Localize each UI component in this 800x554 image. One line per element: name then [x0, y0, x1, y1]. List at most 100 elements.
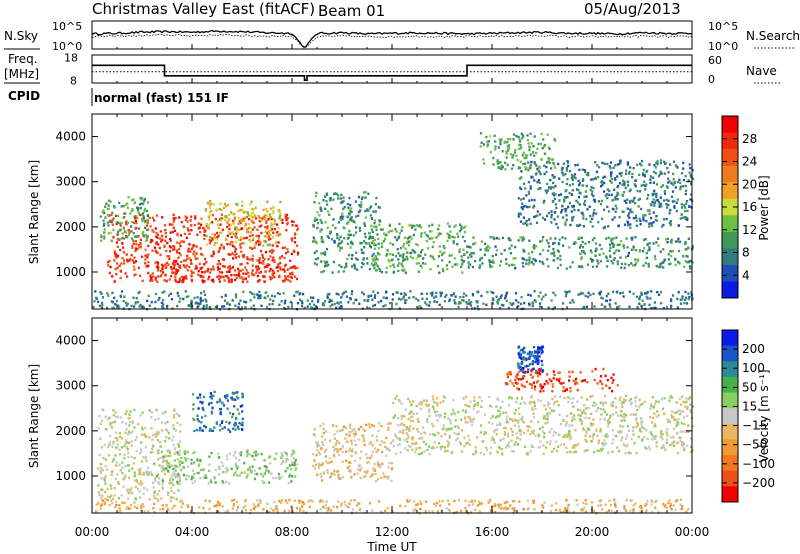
scatter-cell [417, 452, 421, 456]
scatter-cell [672, 440, 676, 443]
scatter-cell [327, 236, 331, 239]
scatter-cell [619, 292, 622, 295]
scatter-cell [171, 464, 174, 468]
scatter-cell [324, 207, 327, 210]
scatter-cell [202, 468, 206, 471]
scatter-cell [293, 241, 297, 244]
scatter-cell [302, 293, 305, 296]
scatter-cell [218, 277, 221, 281]
scatter-cell [629, 226, 632, 229]
scatter-cell [486, 290, 489, 294]
scatter-cell [687, 237, 690, 240]
scatter-cell [357, 210, 360, 213]
scatter-cell [635, 421, 639, 424]
scatter-cell [562, 162, 565, 165]
scatter-cell [556, 400, 559, 403]
scatter-cell [620, 171, 623, 175]
scatter-cell [690, 193, 693, 196]
scatter-cell [326, 295, 329, 298]
scatter-cell [446, 239, 449, 243]
scatter-cell [649, 407, 652, 411]
scatter-cell [425, 303, 428, 306]
scatter-cell [518, 412, 521, 416]
scatter-cell [177, 445, 180, 448]
scatter-cell [236, 395, 239, 399]
scatter-cell [154, 278, 157, 281]
scatter-cell [635, 295, 639, 298]
scatter-cell [460, 225, 463, 228]
scatter-cell [272, 211, 275, 215]
scatter-cell [497, 237, 501, 241]
scatter-cell [268, 303, 271, 306]
scatter-cell [549, 187, 552, 190]
scatter-cell [505, 152, 508, 155]
scatter-cell [403, 438, 406, 442]
scatter-cell [355, 215, 358, 218]
scatter-cell [253, 469, 257, 472]
scatter-cell [662, 218, 666, 221]
scatter-cell [157, 243, 160, 246]
scatter-cell [420, 235, 423, 238]
scatter-cell [545, 214, 548, 218]
scatter-cell [119, 276, 122, 280]
scatter-cell [583, 252, 586, 255]
scatter-cell [245, 269, 248, 272]
scatter-cell [407, 436, 410, 439]
scatter-cell [483, 413, 487, 416]
scatter-cell [515, 400, 518, 404]
scatter-cell [139, 414, 142, 417]
scatter-cell [262, 275, 265, 278]
scatter-cell [104, 490, 107, 494]
scatter-cell [276, 245, 279, 248]
scatter-cell [559, 395, 562, 398]
scatter-cell [395, 230, 398, 233]
scatter-cell [604, 401, 607, 404]
scatter-cell [204, 257, 207, 261]
scatter-cell [486, 244, 490, 248]
scatter-cell [348, 229, 351, 233]
scatter-cell [160, 466, 163, 469]
scatter-cell [215, 421, 218, 424]
scatter-cell [600, 447, 603, 451]
scatter-cell [564, 172, 567, 176]
scatter-cell [130, 444, 133, 447]
scatter-cell [100, 466, 103, 470]
scatter-cell [508, 237, 511, 240]
scatter-cell [164, 239, 167, 242]
scatter-cell [133, 256, 136, 259]
scatter-cell [366, 257, 369, 260]
scatter-cell [521, 257, 524, 260]
scatter-cell [258, 225, 261, 228]
scatter-cell [185, 295, 188, 298]
scatter-cell [579, 414, 583, 417]
scatter-cell [154, 276, 157, 279]
scatter-cell [371, 444, 374, 447]
scatter-cell [362, 437, 365, 440]
scatter-cell [542, 452, 545, 456]
scatter-cell [364, 216, 367, 219]
scatter-cell [686, 255, 689, 258]
scatter-cell [593, 451, 596, 454]
scatter-cell [662, 307, 665, 310]
scatter-cell [154, 292, 157, 296]
scatter-cell [226, 399, 229, 402]
scatter-cell [543, 145, 546, 148]
scatter-cell [426, 235, 429, 238]
scatter-cell [269, 455, 272, 458]
scatter-cell [106, 495, 109, 498]
scatter-cell [342, 199, 345, 203]
scatter-cell [316, 226, 319, 230]
scatter-cell [263, 258, 266, 261]
scatter-cell [533, 135, 536, 138]
scatter-cell [632, 167, 635, 170]
scatter-cell [627, 451, 630, 454]
scatter-cell [165, 280, 168, 283]
scatter-cell [570, 412, 573, 415]
scatter-cell [505, 150, 508, 154]
scatter-cell [517, 425, 520, 428]
scatter-cell [574, 443, 577, 447]
scatter-cell [97, 467, 100, 470]
scatter-cell [458, 229, 462, 233]
scatter-cell [133, 426, 136, 429]
scatter-cell [235, 236, 238, 239]
